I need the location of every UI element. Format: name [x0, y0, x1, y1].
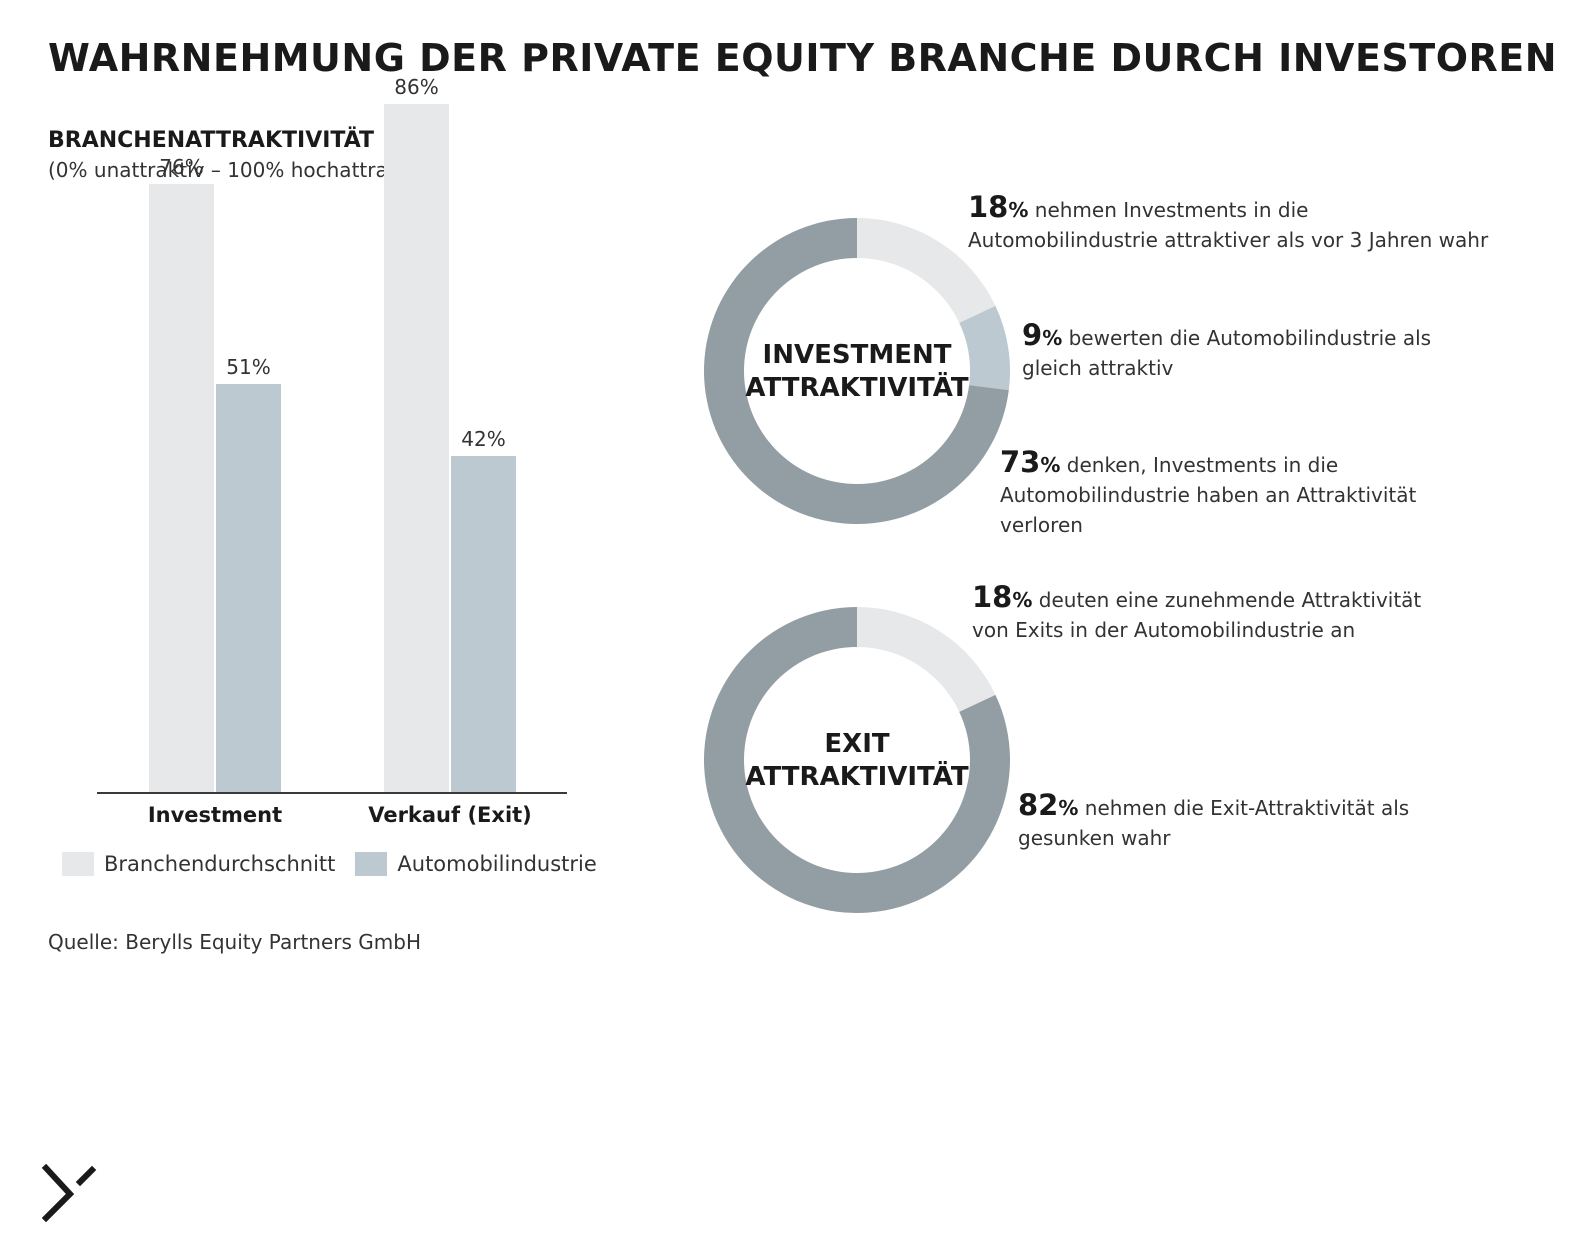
- annotation-text: Automobilindustrie attraktiver als vor 3…: [968, 228, 1489, 252]
- donut-center-label: ATTRAKTIVITÄT: [745, 371, 968, 403]
- annotation-percent: %: [1008, 198, 1029, 222]
- annotation-text: deuten eine zunehmende Attraktivität: [1032, 588, 1422, 612]
- bar-chart-legend: Branchendurchschnitt Automobilindustrie: [62, 852, 617, 876]
- annotation-exit-zunehmend: 18% deuten eine zunehmende Attraktivität…: [972, 582, 1421, 645]
- legend-swatch-automobilindustrie: [355, 852, 388, 876]
- bar-branchendurchschnitt-1: [384, 104, 449, 792]
- annotation-text: gleich attraktiv: [1022, 356, 1174, 380]
- annotation-text: bewerten die Automobilindustrie als: [1062, 326, 1432, 350]
- donut-center-label: ATTRAKTIVITÄT: [745, 760, 968, 792]
- annotation-percent: %: [1040, 453, 1061, 477]
- page-title: WAHRNEHMUNG DER PRIVATE EQUITY BRANCHE D…: [48, 36, 1558, 80]
- donut-center-label: EXIT: [824, 729, 889, 759]
- brand-logo-icon: [42, 1164, 97, 1223]
- annotation-text: denken, Investments in die: [1060, 453, 1339, 477]
- annotation-text: von Exits in der Automobilindustrie an: [972, 618, 1356, 642]
- category-label: Investment: [148, 803, 282, 827]
- legend-swatch-branchendurchschnitt: [62, 852, 94, 876]
- legend-label-branchendurchschnitt: Branchendurchschnitt: [104, 852, 336, 876]
- bar-branchendurchschnitt-0: [149, 184, 214, 792]
- annotation-number: 9: [1022, 318, 1043, 352]
- bar-chart-subtitle: BRANCHENATTRAKTIVITÄT: [48, 128, 375, 153]
- annotation-text: Automobilindustrie haben an Attraktivitä…: [1000, 483, 1417, 507]
- annotation-number: 18: [972, 580, 1013, 614]
- bar-automobilindustrie-1: [451, 456, 516, 792]
- bar-value-label: 76%: [159, 155, 203, 179]
- annotation-investment-gleich: 9% bewerten die Automobilindustrie als g…: [1022, 320, 1431, 383]
- annotation-text: nehmen die Exit-Attraktivität als: [1078, 796, 1410, 820]
- bar-value-label: 86%: [394, 75, 438, 99]
- bar-value-label: 42%: [461, 427, 505, 451]
- annotation-text: verloren: [1000, 513, 1083, 537]
- source-note: Quelle: Berylls Equity Partners GmbH: [48, 930, 421, 954]
- legend-item-branchendurchschnitt: Branchendurchschnitt: [62, 852, 335, 876]
- annotation-percent: %: [1042, 326, 1063, 350]
- donut-slice-attraktiver: [857, 218, 996, 323]
- bar-chart-scale-note: (0% unattraktiv – 100% hochattraktiv): [48, 158, 433, 182]
- annotation-exit-gesunken: 82% nehmen die Exit-Attraktivität als ge…: [1018, 790, 1409, 853]
- donut-slice-zunehmend: [857, 607, 996, 712]
- annotation-text: gesunken wahr: [1018, 826, 1171, 850]
- annotation-percent: %: [1058, 796, 1079, 820]
- annotation-number: 73: [1000, 445, 1041, 479]
- bar-automobilindustrie-0: [216, 384, 281, 792]
- annotation-percent: %: [1012, 588, 1033, 612]
- annotation-number: 18: [968, 190, 1009, 224]
- legend-label-automobilindustrie: Automobilindustrie: [397, 852, 597, 876]
- category-label: Verkauf (Exit): [368, 803, 532, 827]
- bar-chart: 76% 51% Investment 86% 42% Verkauf (Exit): [97, 75, 567, 827]
- legend-item-automobilindustrie: Automobilindustrie: [355, 852, 597, 876]
- annotation-investment-attraktiver: 18% nehmen Investments in die Automobili…: [968, 192, 1488, 255]
- donut-center-label: INVESTMENT: [763, 340, 952, 370]
- annotation-investment-verloren: 73% denken, Investments in die Automobil…: [1000, 447, 1416, 540]
- annotation-number: 82: [1018, 788, 1059, 822]
- bar-value-label: 51%: [226, 355, 270, 379]
- donut-slice-gleich-attraktiv: [959, 305, 1010, 391]
- annotation-text: nehmen Investments in die: [1028, 198, 1309, 222]
